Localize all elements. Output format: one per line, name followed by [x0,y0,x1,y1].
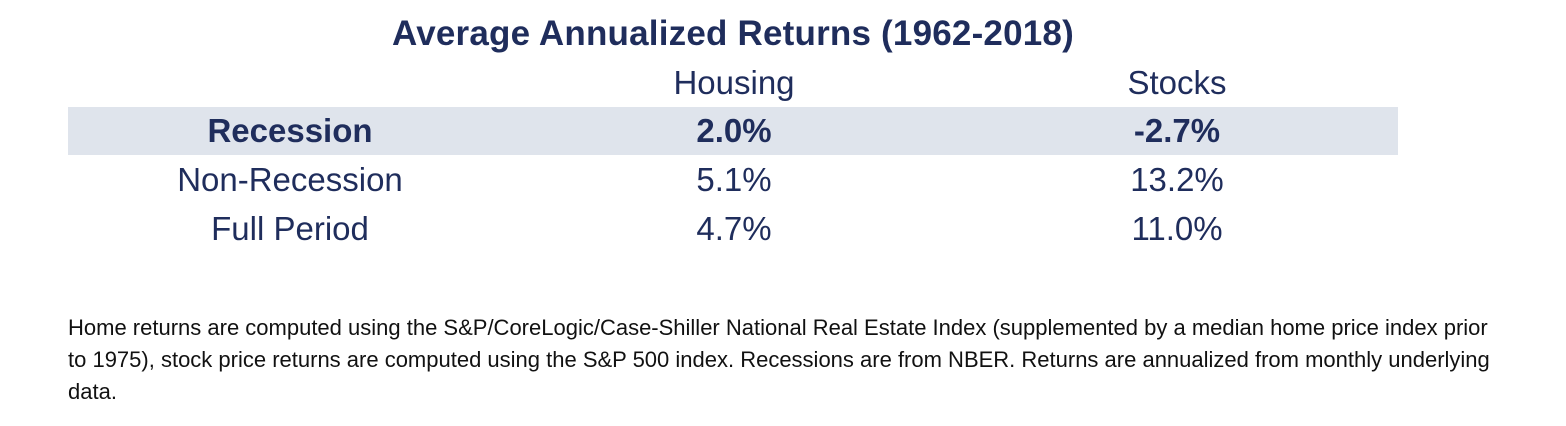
cell-non-recession-housing: 5.1% [696,161,772,198]
column-header-housing: Housing [673,64,795,101]
table-title: Average Annualized Returns (1962-2018) [392,14,1074,53]
cell-recession-stocks: -2.7% [1133,112,1221,149]
row-label-non-recession: Non-Recession [177,161,403,198]
cell-full-period-housing: 4.7% [696,210,772,247]
cell-full-period-stocks: 11.0% [1131,210,1223,247]
column-header-stocks: Stocks [1127,64,1227,101]
table-row-full-period: Full Period 4.7% 11.0% [68,205,1398,253]
footnote: Home returns are computed using the S&P/… [68,315,1490,404]
row-label-recession: Recession [207,112,373,149]
cell-non-recession-stocks: 13.2% [1130,161,1224,198]
table-row-non-recession: Non-Recession 5.1% 13.2% [68,156,1398,204]
row-label-full-period: Full Period [211,210,369,247]
cell-recession-housing: 2.0% [696,112,772,149]
table-row-recession: Recession 2.0% -2.7% [68,107,1398,155]
